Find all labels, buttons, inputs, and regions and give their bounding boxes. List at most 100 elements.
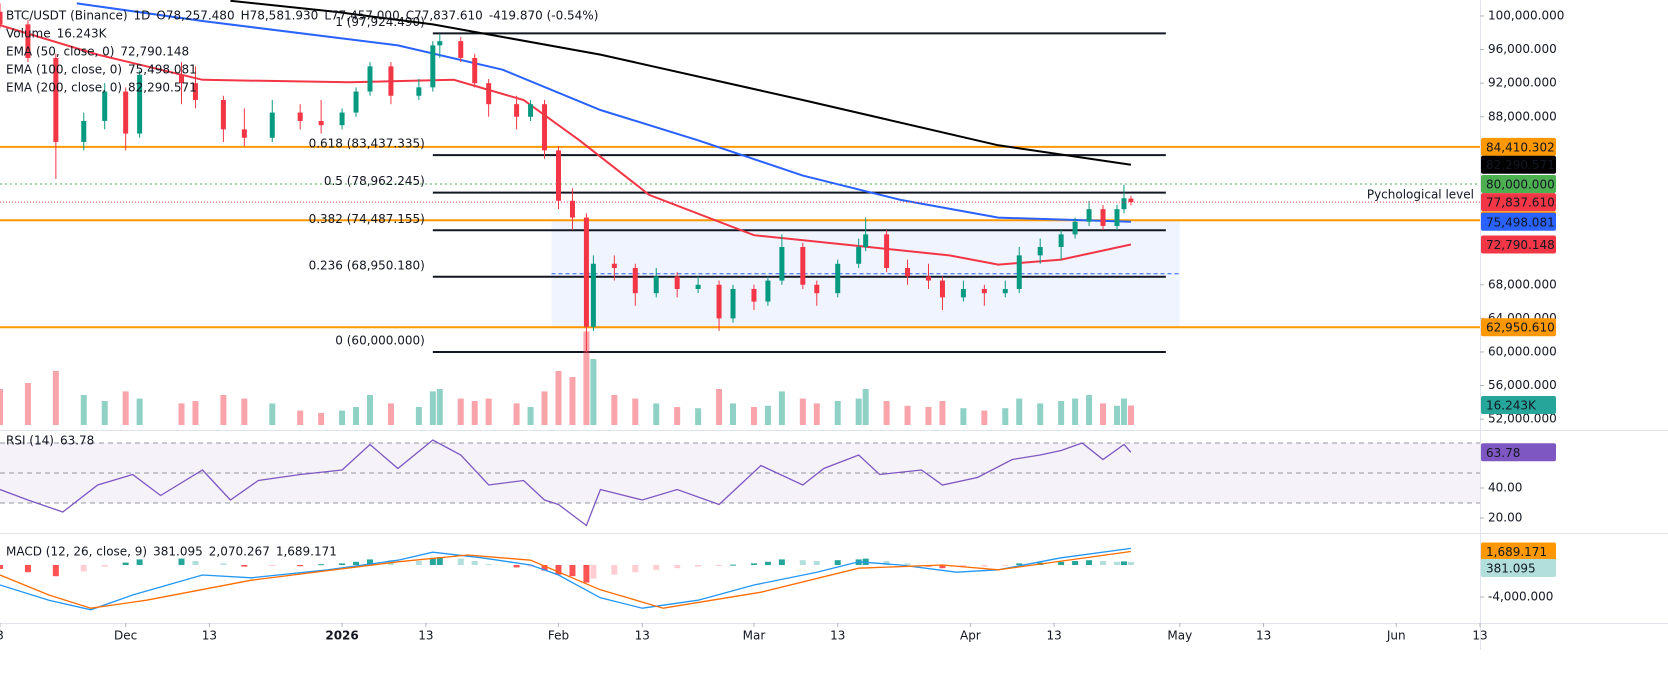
legend-text: RSI (14) [6,434,54,448]
legend-text: 381.095 [153,545,203,559]
candle-body [269,112,275,138]
rsi-line [0,439,1132,527]
macd-histogram-bar [632,565,639,573]
legend-text: EMA (200, close, 0) [6,81,122,95]
volume-bar [178,403,185,425]
macd-histogram-bar [583,565,590,583]
volume-bar [541,391,548,425]
x-tick-label: 13 [830,629,845,643]
ema-line [0,24,1132,266]
macd-histogram-bar [192,561,199,565]
candle-body [925,276,931,281]
candle-body [960,288,966,298]
macd-histogram-bar [269,565,276,566]
x-tick-label: May [1167,629,1192,643]
x-tick-label: Apr [960,629,981,643]
volume-bar [415,407,422,425]
x-tick-label: 13 [1256,629,1271,643]
volume-bar [695,408,702,425]
macd-histogram-bar [813,561,820,565]
candle-body [297,112,303,121]
volume-bar [527,407,534,425]
volume-bar [925,407,932,425]
legend-text: Volume [6,27,51,41]
candle-body [653,276,659,294]
legend-text: C77,837.610 [406,9,483,23]
chart-layer: 100,000.000 96,000.000 92,000.000 88,000.00… [0,0,1564,643]
macd-histogram-bar [981,565,988,567]
macd-histogram-bar [611,565,618,575]
volume-bar [590,359,597,425]
psych-badge-bg [1481,174,1556,193]
legend-text: MACD (12, 26, close, 9) [6,545,147,559]
volume-bar [387,403,394,425]
candle-body [835,263,841,294]
x-tick-label: 13 [635,629,650,643]
candle-body [611,263,617,268]
candle-body [1100,209,1106,226]
volume-bar [101,401,108,425]
ema-badge: 72,790.148 [1486,238,1555,252]
macd-histogram-bar [653,565,660,570]
candle-body [751,288,757,302]
macd-histogram-bar [122,562,129,565]
macd-histogram-bar [52,565,59,577]
fib-label: 0.236 (68,950.180) [309,258,425,272]
legend-text: 16.243K [57,27,108,41]
candle-body [555,150,561,201]
macd-histogram-bar [297,565,304,567]
volume-bar [52,371,59,425]
legend-text: L77,457.000 [324,9,399,23]
histogram-badge: 381.095 [1486,561,1536,575]
legend-text: EMA (50, close, 0) [6,45,114,59]
volume-badge-bg [1481,396,1556,414]
volume-bar [1120,398,1127,425]
macd-histogram-bar [1016,563,1023,565]
macd-histogram-bar [695,565,702,567]
candle-body [123,91,129,134]
macd-tick-label: -4,000.000 [1488,590,1553,604]
candle-body [800,246,806,285]
legend-text: 1,689.171 [276,545,337,559]
macd-histogram-bar [220,563,227,565]
last-price-badge-bg [1481,193,1556,212]
candle-body [632,267,638,294]
volume-bar [813,403,820,425]
volume-bar [1016,398,1023,425]
y-tick-label: 52,000.000 [1488,412,1557,426]
volume-bar [192,401,199,425]
volume-bar [674,407,681,425]
candle-body [458,41,464,58]
signal-badge-bg [1481,542,1556,561]
macd-histogram-bar [429,557,436,565]
macd-histogram-bar [101,565,108,567]
volume-bar [716,389,723,425]
fib-label: 0.382 (74,487.155) [309,212,425,226]
volume-bar [730,403,737,425]
x-tick-label: 13 [1472,629,1487,643]
candle-body [1037,246,1043,256]
macd-histogram-bar [471,561,478,565]
macd-histogram-bar [716,565,723,566]
rsi-badge-bg [1481,443,1556,462]
candle-body [437,41,443,46]
volume-badge: 16.243K [1486,399,1537,413]
x-tick-label: 3 [0,629,4,643]
signal-badge: 1,689.171 [1486,545,1547,559]
x-tick-label: 13 [1047,629,1062,643]
volume-bar [883,401,890,425]
candle-body [674,276,680,289]
macd-histogram-bar [0,565,3,569]
ema-line [230,0,1132,166]
ema-badge-bg [1481,235,1556,254]
volume-bar [80,395,87,425]
candle-body [318,120,324,126]
macd-histogram-bar [527,565,534,567]
y-tick-label: 88,000.000 [1488,109,1557,123]
legend-text: 75,498.081 [128,63,197,77]
macd-histogram-bar [674,565,681,569]
volume-bar [981,410,988,425]
macd-histogram-bar [750,563,757,565]
level-badge-bg [1481,318,1556,337]
candle-body [486,83,492,105]
